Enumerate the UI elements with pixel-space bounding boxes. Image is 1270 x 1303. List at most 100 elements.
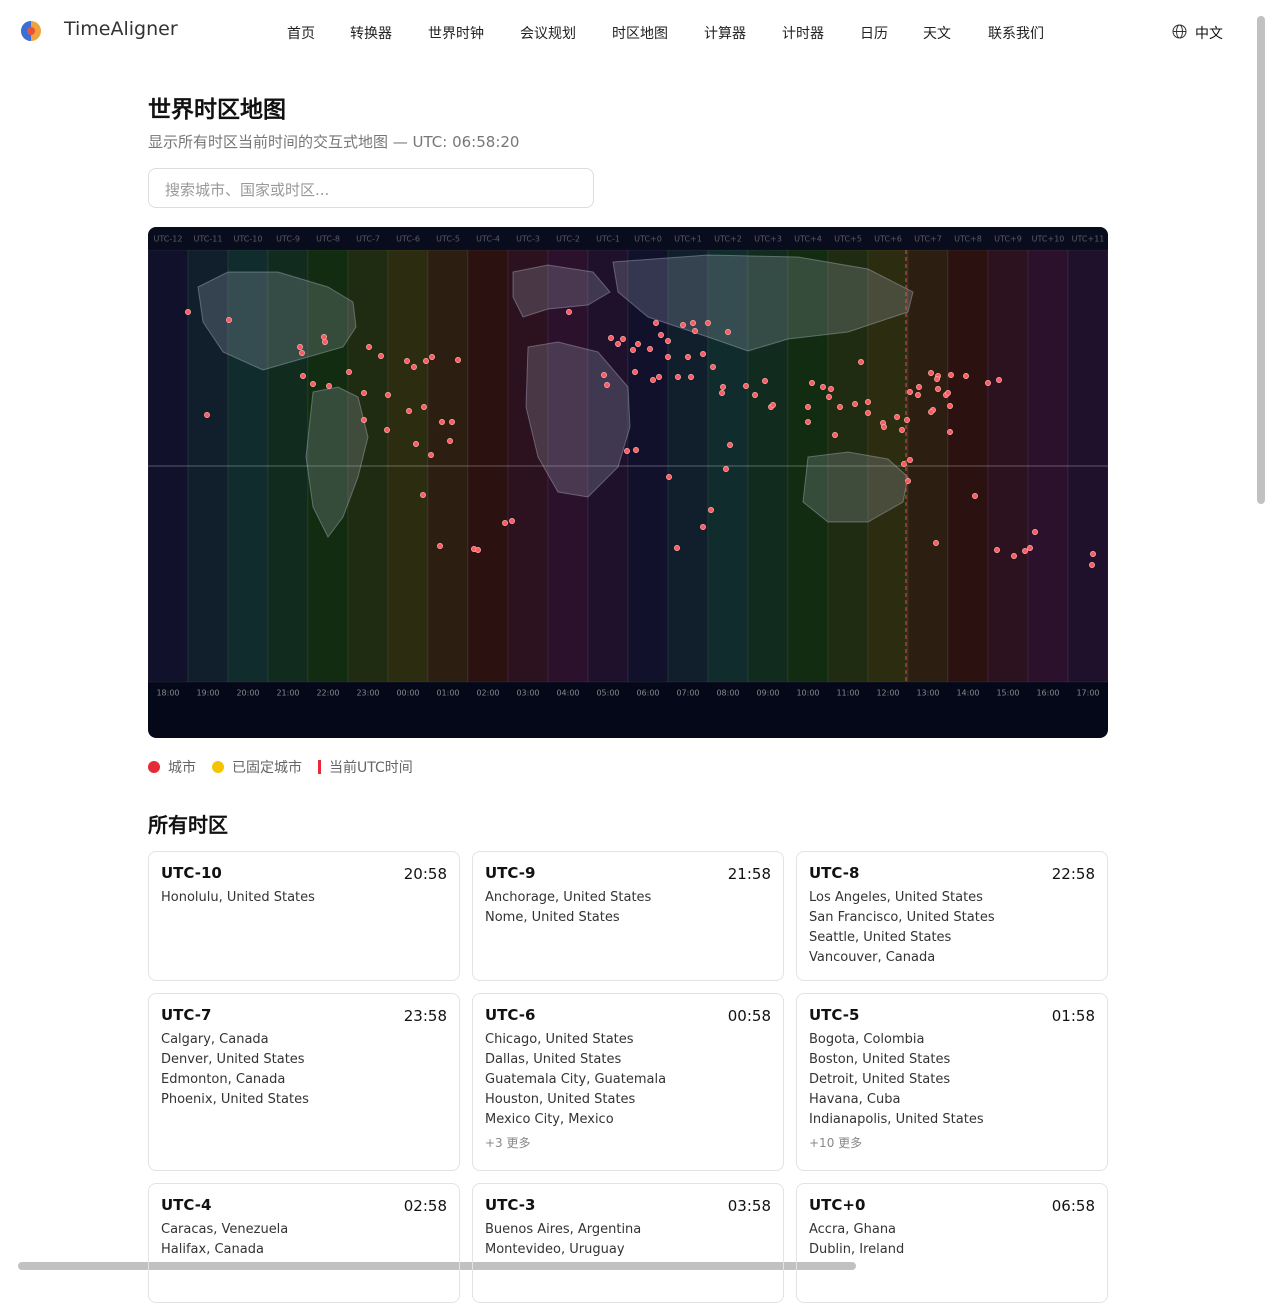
city-dot — [994, 547, 1000, 553]
city-dot — [1022, 548, 1028, 554]
city-name: Caracas, Venezuela — [161, 1222, 289, 1237]
zone-time: 20:58 — [403, 865, 447, 883]
zone-name: UTC-3 — [485, 1196, 536, 1214]
zone-time: 01:00 — [436, 689, 459, 698]
subtitle: 显示所有时区当前时间的交互式地图 — UTC: 06:58:20 — [148, 133, 520, 151]
zone-time: 07:00 — [676, 689, 699, 698]
zone-time: 05:00 — [596, 689, 619, 698]
timezone-card[interactable]: UTC-7 23:58 Calgary, Canada Denver, United … — [148, 993, 460, 1171]
zone-band — [707, 249, 749, 683]
city-dot — [901, 461, 907, 467]
city-dot — [985, 380, 991, 386]
nav-link[interactable]: 计算器 — [704, 26, 746, 42]
nav-link[interactable]: 日历 — [860, 26, 888, 42]
city-dot — [865, 399, 871, 405]
city-list: Anchorage, United States Nome, United Sta… — [485, 888, 771, 928]
city-dot — [725, 329, 731, 335]
city-dot — [700, 351, 706, 357]
city-dot — [832, 432, 838, 438]
zone-time: 03:00 — [516, 689, 539, 698]
city-dot — [915, 392, 921, 398]
page: TimeAligner 中文 首页 转换器 世界时钟 会议规划 时区地图 计算器 计时器 日历… — [18, 16, 1265, 1303]
nav-link[interactable]: 天文 — [923, 26, 951, 42]
timezone-card[interactable]: UTC-10 20:58 Honolulu, United States — [148, 851, 460, 981]
city-dot — [700, 524, 706, 530]
nav-link[interactable]: 计时器 — [782, 26, 824, 42]
nav-link[interactable]: 世界时钟 — [428, 26, 484, 42]
timezone-card[interactable]: UTC-6 00:58 Chicago, United States Dallas, … — [472, 993, 784, 1171]
timezone-card[interactable]: UTC-9 21:58 Anchorage, United States Nome, … — [472, 851, 784, 981]
label-bar — [148, 227, 1108, 250]
city-dot — [705, 320, 711, 326]
zone-band — [547, 249, 589, 683]
search-input[interactable]: 搜索城市、国家或时区... — [148, 168, 594, 208]
city-dot — [421, 404, 427, 410]
zone-time: 00:00 — [396, 689, 419, 698]
zone-time: 02:00 — [476, 689, 499, 698]
timezone-card[interactable]: UTC-8 22:58 Los Angeles, United States San … — [796, 851, 1108, 981]
city-name: Havana, Cuba — [809, 1092, 901, 1107]
city-dot — [378, 353, 384, 359]
city-dot — [1032, 529, 1038, 535]
v-scrollbar[interactable] — [1257, 16, 1265, 504]
zone-time: 15:00 — [996, 689, 1019, 698]
zone-band — [587, 249, 629, 683]
city-dot — [688, 374, 694, 380]
city-dot — [907, 389, 913, 395]
city-dot — [658, 332, 664, 338]
zone-band — [507, 249, 549, 683]
city-dot — [972, 493, 978, 499]
city-name: San Francisco, United States — [809, 910, 995, 925]
city-dot — [455, 357, 461, 363]
language-switch[interactable]: 中文 — [1195, 26, 1223, 42]
city-dot — [809, 380, 815, 386]
city-name: Houston, United States — [485, 1092, 636, 1107]
city-dot — [690, 320, 696, 326]
nav-link[interactable]: 转换器 — [350, 26, 392, 42]
nav-link[interactable]: 时区地图 — [612, 26, 668, 42]
timezone-map[interactable]: UTC-1218:00UTC-1119:00UTC-1020:00UTC-921… — [148, 227, 1108, 738]
city-dot — [226, 317, 232, 323]
zone-name: UTC-4 — [161, 1196, 212, 1214]
city-dot — [820, 384, 826, 390]
zone-time: 21:58 — [727, 865, 771, 883]
nav-link[interactable]: 联系我们 — [988, 26, 1044, 42]
more-link[interactable]: +10 更多 — [809, 1136, 863, 1150]
city-dot — [719, 390, 725, 396]
city-dot — [928, 370, 934, 376]
city-dot — [727, 442, 733, 448]
timezone-card[interactable]: UTC-3 03:58 Buenos Aires, Argentina Montevi… — [472, 1183, 784, 1303]
city-list: Los Angeles, United States San Francisco,… — [809, 888, 1095, 968]
city-dot — [933, 540, 939, 546]
city-dot — [865, 410, 871, 416]
city-dot — [633, 447, 639, 453]
logo-icon — [21, 21, 41, 41]
timezone-card[interactable]: UTC-5 01:58 Bogota, Colombia Boston, United… — [796, 993, 1108, 1171]
city-name: Dublin, Ireland — [809, 1242, 905, 1257]
city-dot — [685, 354, 691, 360]
timezone-card[interactable]: UTC-4 02:58 Caracas, Venezuela Halifax, Can… — [148, 1183, 460, 1303]
city-name: Seattle, United States — [809, 930, 952, 945]
zone-time: 04:00 — [556, 689, 579, 698]
city-name: Bogota, Colombia — [809, 1032, 925, 1047]
city-dot — [852, 401, 858, 407]
city-dot — [881, 424, 887, 430]
city-dot — [653, 320, 659, 326]
nav-link[interactable]: 首页 — [287, 26, 315, 42]
zone-time: 18:00 — [156, 689, 179, 698]
zone-band — [187, 249, 229, 683]
nav-link[interactable]: 会议规划 — [520, 26, 576, 42]
timezone-card[interactable]: UTC+0 06:58 Accra, Ghana Dublin, Ireland — [796, 1183, 1108, 1303]
city-dot — [720, 384, 726, 390]
zone-band — [867, 249, 909, 683]
zone-time: 19:00 — [196, 689, 219, 698]
zone-name: UTC-10 — [161, 864, 222, 882]
city-dot — [423, 358, 429, 364]
more-link[interactable]: +3 更多 — [485, 1136, 531, 1150]
zone-name: UTC-8 — [809, 864, 860, 882]
h-scrollbar[interactable] — [18, 1262, 856, 1270]
zone-time: 20:00 — [236, 689, 259, 698]
city-dot — [566, 309, 572, 315]
logo[interactable]: TimeAligner — [64, 18, 178, 40]
legend-label: 城市 — [168, 760, 196, 776]
